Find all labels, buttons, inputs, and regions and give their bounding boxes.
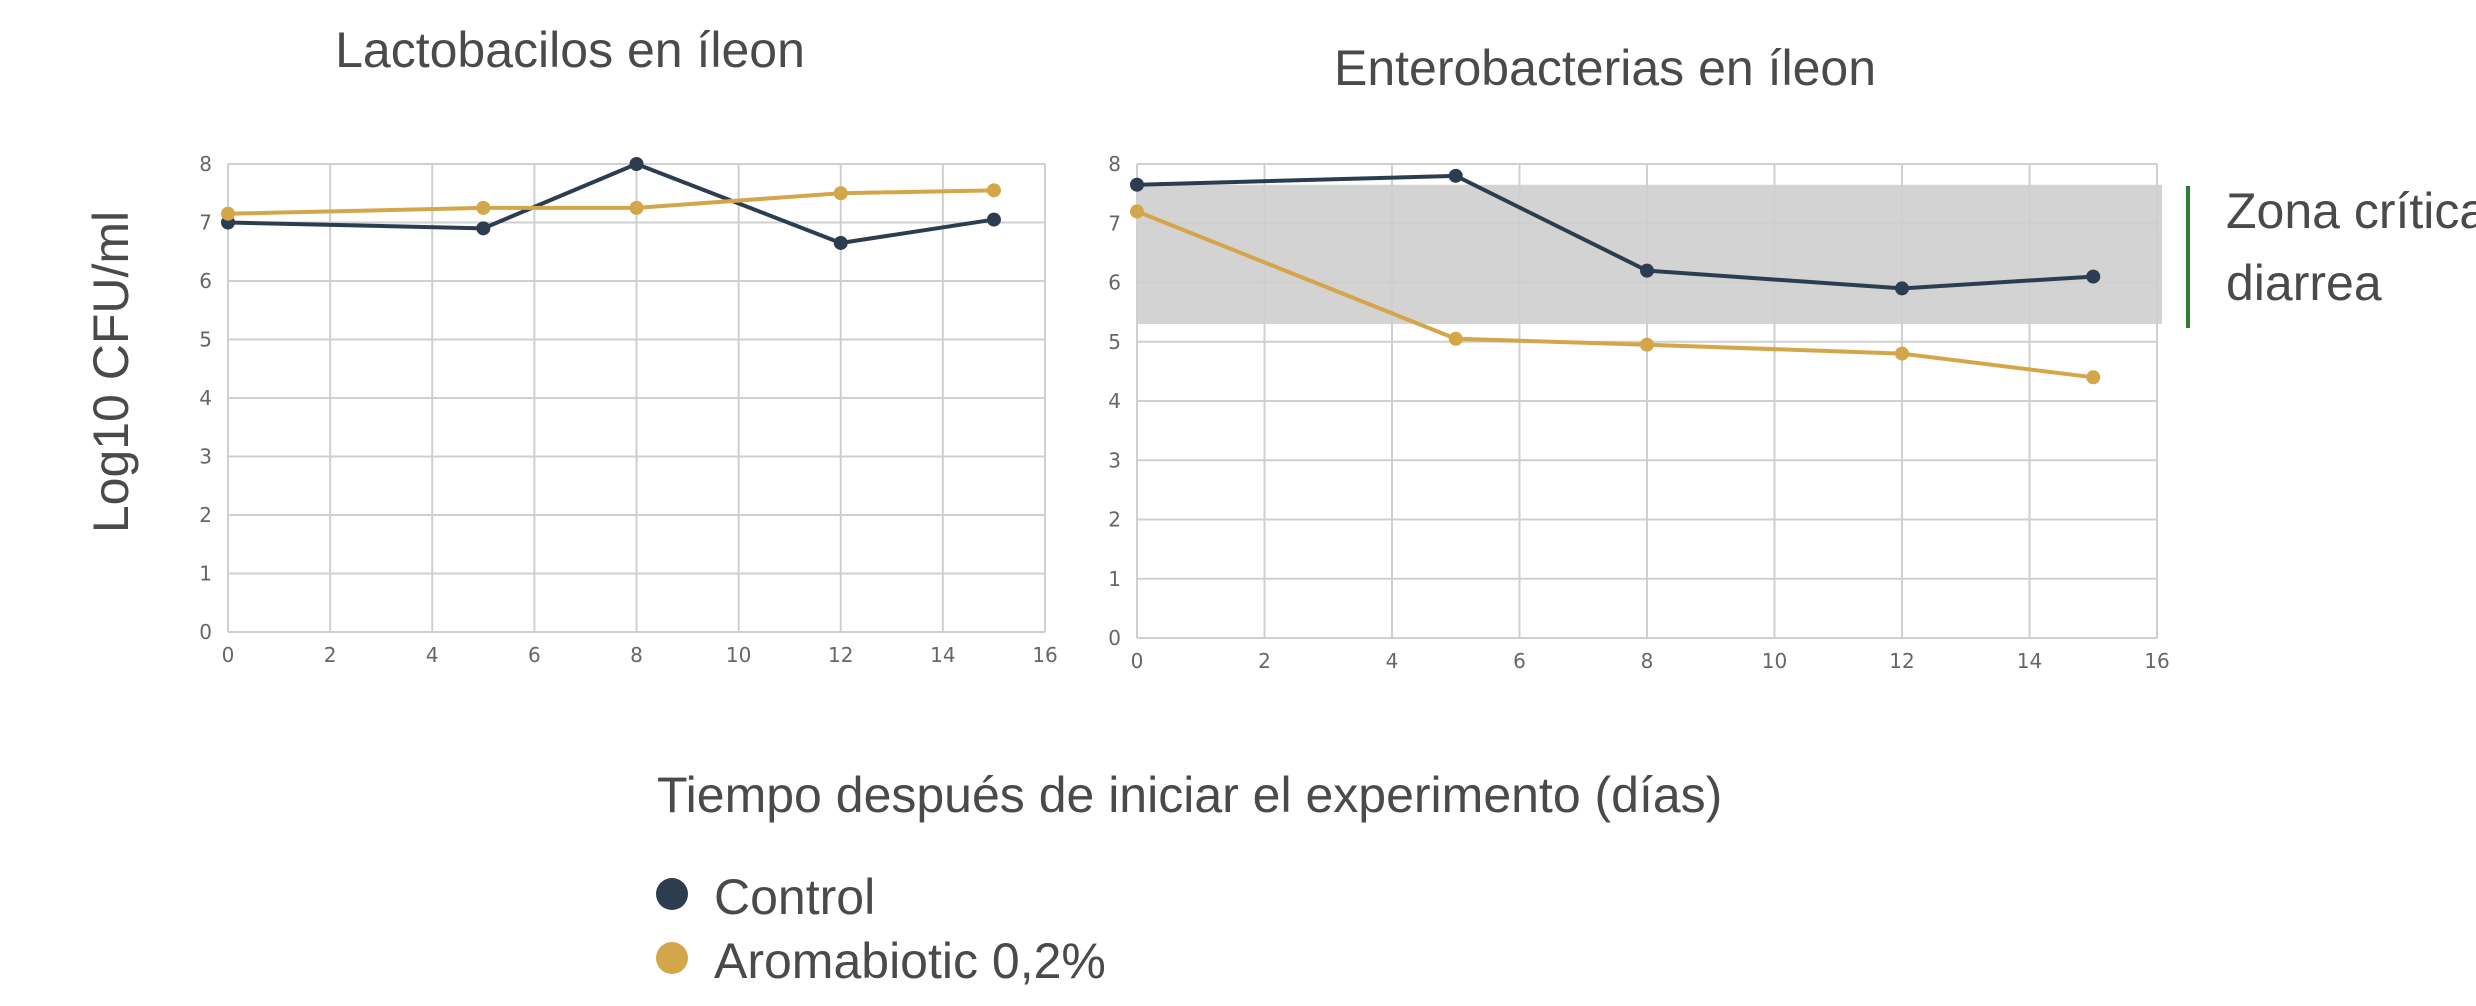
series-control-point bbox=[1130, 177, 1144, 192]
chart-title-lactobacilos: Lactobacilos en íleon bbox=[335, 22, 805, 78]
legend: Control Aromabiotic 0,2% bbox=[656, 869, 1106, 989]
y-tick-label: 7 bbox=[199, 211, 212, 235]
series-aromabiotic-point bbox=[833, 186, 848, 201]
x-tick-label: 16 bbox=[2144, 649, 2169, 673]
x-tick-label: 8 bbox=[1641, 649, 1654, 673]
series-aromabiotic-point bbox=[1895, 346, 1909, 361]
x-tick-label: 2 bbox=[324, 643, 337, 667]
critical-zone-band bbox=[1137, 184, 2162, 324]
y-tick-label: 5 bbox=[1108, 330, 1121, 354]
series-aromabiotic-point bbox=[629, 200, 644, 215]
series-aromabiotic-point bbox=[1640, 337, 1654, 352]
series-control-point bbox=[1640, 263, 1654, 278]
series-control-point bbox=[986, 212, 1001, 227]
critical-zone-label-line1: Zona crítica bbox=[2226, 183, 2476, 239]
x-tick-label: 6 bbox=[528, 643, 541, 667]
series-aromabiotic-point bbox=[2086, 370, 2101, 385]
x-tick-label: 6 bbox=[1513, 649, 1526, 673]
y-tick-label: 6 bbox=[199, 269, 212, 293]
y-tick-label: 5 bbox=[199, 328, 212, 352]
y-tick-label: 8 bbox=[199, 152, 212, 176]
chart-title-enterobacterias: Enterobacterias en íleon bbox=[1334, 40, 1876, 96]
x-tick-label: 10 bbox=[1762, 649, 1787, 673]
series-control-point bbox=[629, 157, 644, 171]
series-control-point bbox=[2086, 269, 2101, 284]
x-tick-label: 4 bbox=[1386, 649, 1399, 673]
y-tick-label: 3 bbox=[1108, 448, 1121, 472]
critical-zone-label-line2: diarrea bbox=[2226, 255, 2382, 311]
chart-grid bbox=[227, 163, 1046, 633]
series-aromabiotic-point bbox=[1130, 204, 1144, 219]
critical-zone-rect bbox=[1137, 184, 2162, 324]
y-tick-label: 1 bbox=[1108, 567, 1121, 591]
y-tick-label: 0 bbox=[1108, 626, 1121, 650]
y-tick-label: 6 bbox=[1108, 271, 1121, 295]
legend-aromabiotic-marker-icon bbox=[656, 942, 688, 974]
x-tick-label: 12 bbox=[828, 643, 853, 667]
series-aromabiotic-point bbox=[221, 206, 235, 221]
series-control-point bbox=[833, 235, 848, 250]
y-tick-label: 4 bbox=[1108, 389, 1121, 413]
x-tick-label: 0 bbox=[1131, 649, 1144, 673]
series-aromabiotic-point bbox=[476, 200, 491, 215]
series-group bbox=[221, 157, 1001, 250]
series-aromabiotic-point bbox=[986, 183, 1001, 198]
series-group bbox=[1130, 168, 2101, 385]
x-axis-label: Tiempo después de iniciar el experimento… bbox=[657, 767, 1722, 823]
y-axis-label: Log10 CFU/ml bbox=[83, 211, 139, 533]
chart-lactobacilos: Lactobacilos en íleon 0 2 4 6 8 10 12 14 1601234… bbox=[199, 22, 1057, 667]
x-tick-label: 8 bbox=[630, 643, 643, 667]
series-control-point bbox=[1895, 281, 1909, 296]
x-tick-label: 14 bbox=[930, 643, 955, 667]
x-tick-label: 2 bbox=[1258, 649, 1271, 673]
y-tick-label: 2 bbox=[1108, 508, 1121, 532]
y-tick-label: 1 bbox=[199, 562, 212, 586]
series-control-point bbox=[476, 221, 491, 236]
series-aromabiotic-line bbox=[227, 188, 994, 216]
x-tick-label: 10 bbox=[726, 643, 751, 667]
series-control-line bbox=[227, 162, 995, 245]
y-tick-label: 3 bbox=[199, 445, 212, 469]
legend-control-label: Control bbox=[714, 869, 875, 925]
x-tick-label: 16 bbox=[1032, 643, 1057, 667]
x-tick-label: 0 bbox=[222, 643, 235, 667]
y-tick-label: 2 bbox=[199, 503, 212, 527]
x-tick-label: 4 bbox=[426, 643, 439, 667]
y-tick-label: 4 bbox=[199, 386, 212, 410]
chart-grid bbox=[1136, 163, 2158, 639]
series-aromabiotic-point bbox=[1448, 331, 1463, 346]
series-control-point bbox=[1448, 168, 1463, 183]
y-tick-label: 7 bbox=[1108, 211, 1121, 235]
y-tick-label: 0 bbox=[199, 620, 212, 644]
legend-control-marker-icon bbox=[656, 878, 688, 910]
x-tick-label: 14 bbox=[2017, 649, 2042, 673]
chart-enterobacterias: Enterobacterias en íleon 0 2 4 6 8 10 12 14 1601… bbox=[1108, 40, 2169, 673]
legend-aromabiotic-label: Aromabiotic 0,2% bbox=[714, 933, 1106, 989]
y-tick-label: 8 bbox=[1108, 152, 1121, 176]
critical-zone-annotation: Zona crítica diarrea bbox=[2186, 183, 2476, 328]
x-tick-label: 12 bbox=[1889, 649, 1914, 673]
